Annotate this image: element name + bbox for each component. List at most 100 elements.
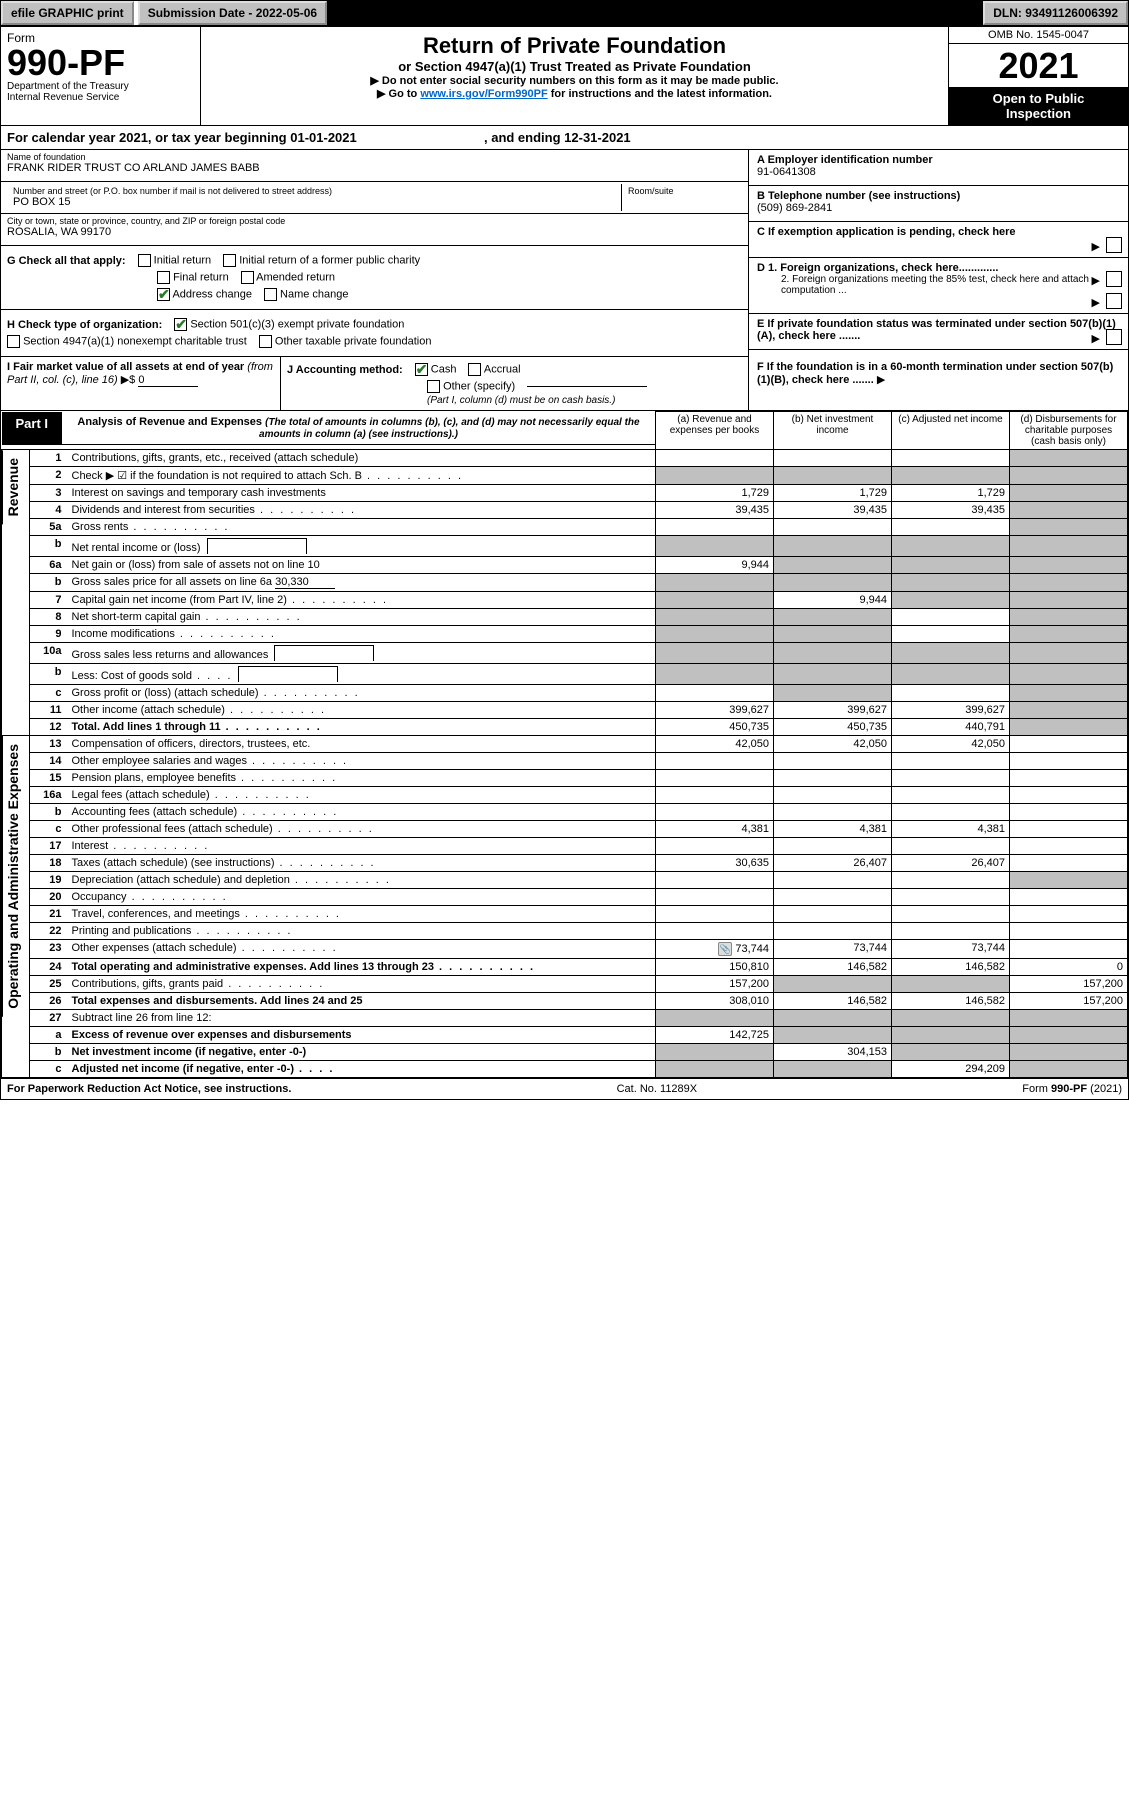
table-row: cGross profit or (loss) (attach schedule… — [2, 685, 1128, 702]
line-description: Total operating and administrative expen… — [68, 959, 656, 976]
cell-d — [1010, 450, 1128, 467]
line-number: 25 — [30, 976, 68, 993]
cell-a: 399,627 — [656, 702, 774, 719]
c-label: C If exemption application is pending, c… — [757, 226, 1016, 238]
cell-d — [1010, 804, 1128, 821]
col-c-header: (c) Adjusted net income — [892, 412, 1010, 450]
cell-b — [774, 838, 892, 855]
line-description: Total expenses and disbursements. Add li… — [68, 993, 656, 1010]
box-f: F If the foundation is in a 60-month ter… — [748, 357, 1128, 410]
line-number: 4 — [30, 502, 68, 519]
checkbox-cash[interactable] — [415, 363, 428, 376]
foundation-name: FRANK RIDER TRUST CO ARLAND JAMES BABB — [7, 162, 742, 174]
cell-b — [774, 906, 892, 923]
line-number: 10a — [30, 643, 68, 664]
cell-a — [656, 643, 774, 664]
line-description: Printing and publications — [68, 923, 656, 940]
cell-c — [892, 519, 1010, 536]
checkbox-initial-former[interactable] — [223, 254, 236, 267]
cell-c — [892, 804, 1010, 821]
footer-mid: Cat. No. 11289X — [617, 1083, 698, 1095]
footer-right: Form 990-PF (2021) — [1022, 1083, 1122, 1095]
cell-d: 157,200 — [1010, 976, 1128, 993]
arrow-icon: ▶ — [1092, 296, 1100, 309]
line-number: b — [30, 536, 68, 557]
cell-c — [892, 450, 1010, 467]
table-row: 7Capital gain net income (from Part IV, … — [2, 592, 1128, 609]
table-row: bNet investment income (if negative, ent… — [2, 1044, 1128, 1061]
checkbox-4947[interactable] — [7, 335, 20, 348]
cell-a: 📎 73,744 — [656, 940, 774, 959]
cell-d — [1010, 736, 1128, 753]
cell-a — [656, 872, 774, 889]
table-row: 16aLegal fees (attach schedule) — [2, 787, 1128, 804]
checkbox-amended-return[interactable] — [241, 271, 254, 284]
cell-d: 0 — [1010, 959, 1128, 976]
cell-c — [892, 838, 1010, 855]
cell-a: 308,010 — [656, 993, 774, 1010]
checkbox-d1[interactable] — [1106, 271, 1122, 287]
form990pf-link[interactable]: www.irs.gov/Form990PF — [420, 88, 547, 100]
cell-b — [774, 536, 892, 557]
line-number: 22 — [30, 923, 68, 940]
address-value: PO BOX 15 — [13, 196, 615, 208]
checkbox-name-change[interactable] — [264, 288, 277, 301]
checkbox-initial-return[interactable] — [138, 254, 151, 267]
arrow-icon: ▶ — [1092, 332, 1100, 345]
cell-d — [1010, 685, 1128, 702]
phone-box: B Telephone number (see instructions) (5… — [749, 186, 1128, 222]
cell-b: 1,729 — [774, 485, 892, 502]
checkbox-other-taxable[interactable] — [259, 335, 272, 348]
d1-label: D 1. Foreign organizations, check here..… — [757, 262, 998, 274]
opt-final-return: Final return — [173, 272, 229, 284]
line-description: Other expenses (attach schedule) — [68, 940, 656, 959]
line-number: b — [30, 804, 68, 821]
other-method-input[interactable] — [527, 386, 647, 387]
line-number: c — [30, 1061, 68, 1078]
opt-other-method: Other (specify) — [443, 381, 515, 393]
cell-d — [1010, 626, 1128, 643]
e-label: E If private foundation status was termi… — [757, 318, 1116, 342]
inline-input[interactable] — [238, 666, 338, 682]
cell-d — [1010, 1061, 1128, 1078]
cell-d — [1010, 664, 1128, 685]
checkbox-501c3[interactable] — [174, 318, 187, 331]
line-description: Gross rents — [68, 519, 656, 536]
inline-input[interactable] — [274, 645, 374, 661]
cell-d — [1010, 557, 1128, 574]
irs-label: Internal Revenue Service — [7, 92, 194, 103]
line-description: Interest on savings and temporary cash i… — [68, 485, 656, 502]
checkbox-final-return[interactable] — [157, 271, 170, 284]
cell-a — [656, 664, 774, 685]
checkbox-address-change[interactable] — [157, 288, 170, 301]
cell-c — [892, 923, 1010, 940]
table-row: bNet rental income or (loss) — [2, 536, 1128, 557]
opt-4947: Section 4947(a)(1) nonexempt charitable … — [23, 336, 247, 348]
line-description: Adjusted net income (if negative, enter … — [68, 1061, 656, 1078]
cell-d — [1010, 787, 1128, 804]
line-description: Income modifications — [68, 626, 656, 643]
opt-initial-former: Initial return of a former public charit… — [239, 255, 420, 267]
checkbox-accrual[interactable] — [468, 363, 481, 376]
attachment-icon[interactable]: 📎 — [718, 942, 732, 956]
table-row: 19Depreciation (attach schedule) and dep… — [2, 872, 1128, 889]
cell-c — [892, 753, 1010, 770]
checkbox-other-method[interactable] — [427, 380, 440, 393]
cell-c — [892, 872, 1010, 889]
line-number: 8 — [30, 609, 68, 626]
checkbox-c[interactable] — [1106, 237, 1122, 253]
cell-b — [774, 609, 892, 626]
section-g: G Check all that apply: Initial return I… — [1, 246, 748, 310]
cell-c — [892, 976, 1010, 993]
cell-a — [656, 787, 774, 804]
line-number: 7 — [30, 592, 68, 609]
cell-d — [1010, 574, 1128, 592]
table-row: 26Total expenses and disbursements. Add … — [2, 993, 1128, 1010]
inline-input[interactable] — [207, 538, 307, 554]
cell-d — [1010, 485, 1128, 502]
checkbox-e[interactable] — [1106, 329, 1122, 345]
line-description: Travel, conferences, and meetings — [68, 906, 656, 923]
checkbox-d2[interactable] — [1106, 293, 1122, 309]
efile-print-button[interactable]: efile GRAPHIC print — [1, 1, 134, 25]
org-info-left: Name of foundation FRANK RIDER TRUST CO … — [1, 150, 748, 357]
